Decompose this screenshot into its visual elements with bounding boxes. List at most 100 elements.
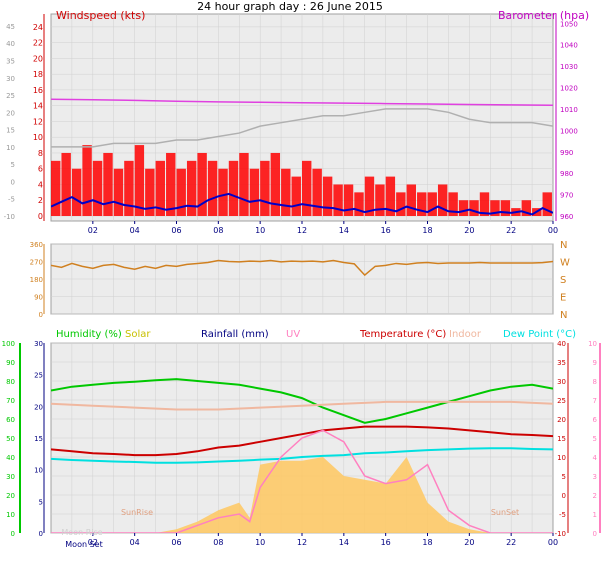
temperature-tick-label: 35 <box>557 359 566 367</box>
wind-tick-label: 6 <box>38 165 43 174</box>
wind-gust-bar <box>197 152 207 216</box>
barometer-tick-label: 1040 <box>560 42 578 50</box>
wind-gust-bar <box>500 200 511 216</box>
wind-gust-bar <box>155 160 165 216</box>
uv-tick-label: 10 <box>588 340 597 348</box>
wind-gust-bar <box>490 200 500 216</box>
wind-gust-bar <box>176 168 186 216</box>
wind-gust-bar <box>260 160 270 216</box>
wind-gust-bar <box>82 145 92 216</box>
wind-gust-bar <box>113 168 124 216</box>
wind-gust-bar <box>427 192 437 216</box>
uv-tick-label: 0 <box>593 530 597 538</box>
x-tick-label: 22 <box>506 226 516 235</box>
temperature-tick-label: 0 <box>562 492 566 500</box>
x-tick-label: 04 <box>130 538 140 547</box>
uv-tick-label: 4 <box>593 454 598 462</box>
wind-gust-bar <box>145 168 155 216</box>
sun-moon-label: Moon Set <box>65 540 102 549</box>
barometer-tick-label: 1020 <box>560 85 578 93</box>
humidity-tick-label: 70 <box>6 397 15 405</box>
x-tick-label: 02 <box>88 538 98 547</box>
wind-gust-bar <box>458 200 469 216</box>
wind-gust-bar <box>521 200 532 216</box>
grey-tick-label: 15 <box>6 127 15 135</box>
dew_point-line <box>51 447 553 464</box>
wind-tick-label: 20 <box>33 54 43 63</box>
wind-gust-bar <box>343 184 354 216</box>
humidity-tick-label: 50 <box>6 435 15 443</box>
direction-degree-label: 0 <box>39 311 43 319</box>
humidity-tick-label: 90 <box>6 359 15 367</box>
grey-tick-label: 35 <box>6 57 15 65</box>
barometer-tick-label: 1010 <box>560 106 578 114</box>
wind-gust-bar <box>207 160 218 216</box>
rainfall-tick-label: 10 <box>34 467 43 475</box>
wind-gust-bar <box>469 200 479 216</box>
x-tick-label: 20 <box>464 538 474 547</box>
x-tick-label: 06 <box>171 538 181 547</box>
wind-gust-bar <box>417 192 427 216</box>
uv-tick-label: 5 <box>593 435 597 443</box>
barometer-tick-label: 960 <box>560 213 573 221</box>
wind-gust-bar <box>134 145 145 216</box>
barometer-tick-label: 1030 <box>560 63 578 71</box>
wind-gust-bar <box>437 184 448 216</box>
wind-gust-bar <box>51 160 61 216</box>
wind-gust-bar <box>228 160 239 216</box>
rainfall-tick-label: 5 <box>39 498 43 506</box>
wind-series <box>51 98 553 216</box>
rainfall-tick-label: 30 <box>34 340 43 348</box>
temperature-tick-label: -5 <box>559 511 566 519</box>
legend-label: Indoor <box>449 329 482 340</box>
wind-gust-bar <box>396 192 406 216</box>
humidity-tick-label: 0 <box>11 530 15 538</box>
temperature-tick-label: 10 <box>557 454 566 462</box>
wind-tick-label: 24 <box>33 23 43 32</box>
grey-tick-label: 25 <box>6 92 15 100</box>
x-tick-label: 16 <box>381 226 391 235</box>
uv-tick-label: 2 <box>593 492 597 500</box>
barometer-tick-label: 970 <box>560 192 573 200</box>
x-tick-label: 20 <box>464 226 474 235</box>
temperature-tick-label: 15 <box>557 435 566 443</box>
x-tick-label: 16 <box>381 538 391 547</box>
temperature-tick-label: 5 <box>562 473 566 481</box>
uv-tick-label: 1 <box>593 511 597 519</box>
wind-gust-bar <box>448 192 458 216</box>
wind-gust-bar <box>239 152 249 216</box>
wind-gust-bar <box>406 184 416 216</box>
x-tick-label: 06 <box>171 226 181 235</box>
wind-gust-bar <box>333 184 343 216</box>
x-tick-label: 00 <box>548 226 558 235</box>
wind-gust-bar <box>385 176 396 216</box>
direction-compass-label: N <box>560 240 567 251</box>
barometer-tick-label: 1000 <box>560 127 578 135</box>
humidity-tick-label: 80 <box>6 378 15 386</box>
humidity-tick-label: 20 <box>6 492 15 500</box>
legend-label: UV <box>286 329 300 340</box>
barometer-tick-label: 1050 <box>560 20 578 28</box>
temperature-tick-label: 25 <box>557 397 566 405</box>
grey-tick-label: 45 <box>6 23 15 31</box>
x-tick-label: 14 <box>339 538 349 547</box>
humidity-tick-label: 10 <box>6 511 15 519</box>
humidity-tick-label: 30 <box>6 473 15 481</box>
wind-tick-label: 0 <box>38 212 43 221</box>
sun-moon-label: SunSet <box>491 508 519 517</box>
barometer-axis-title: Barometer (hpa) <box>498 9 589 22</box>
wind-gust-bar <box>375 184 385 216</box>
wind-gust-bar <box>124 160 134 216</box>
legend-label: Solar <box>125 329 151 340</box>
direction-compass-label: E <box>560 293 566 304</box>
humidity-tick-label: 60 <box>6 416 15 424</box>
rainfall-tick-label: 15 <box>34 435 43 443</box>
temp-legend: Humidity (%) Solar Rainfall (mm) UV Temperat… <box>56 329 576 340</box>
grey-tick-label: 10 <box>6 144 15 152</box>
wind-tick-label: 18 <box>33 70 43 79</box>
wind-gust-bar <box>92 160 103 216</box>
grey-tick-label: 20 <box>6 109 15 117</box>
temperature-tick-label: 40 <box>557 340 566 348</box>
wind-tick-label: 22 <box>33 39 43 48</box>
